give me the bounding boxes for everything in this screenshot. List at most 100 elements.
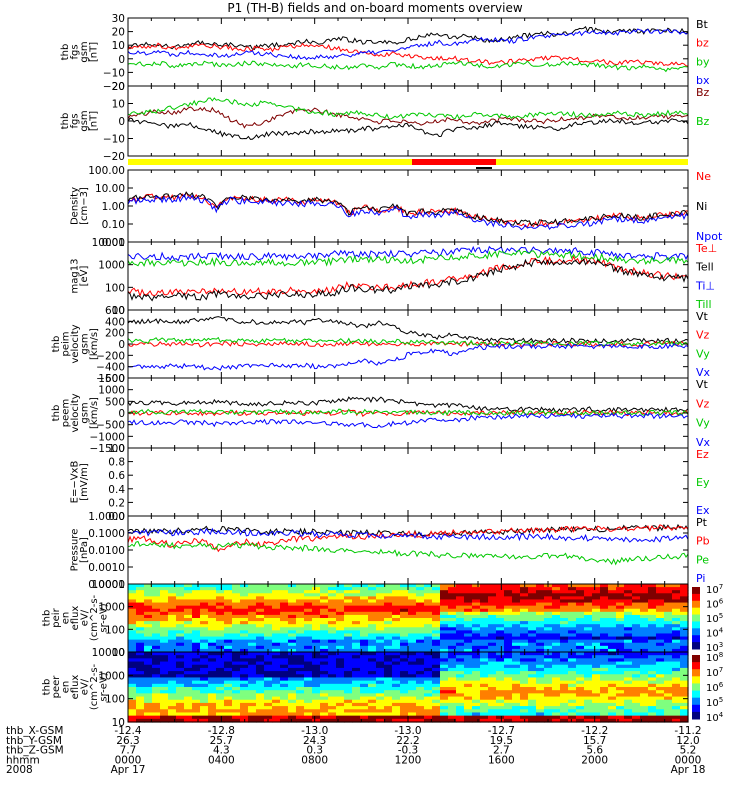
spectrogram-cell bbox=[280, 674, 289, 679]
spectrogram-cell bbox=[368, 593, 377, 597]
spectrogram-cell bbox=[592, 687, 601, 691]
spectrogram-cell bbox=[408, 596, 417, 601]
x-axis-value: 0800 bbox=[301, 754, 328, 766]
spectrogram-cell bbox=[208, 618, 217, 622]
spectrogram-cell bbox=[152, 667, 161, 672]
spectrogram-cell bbox=[368, 712, 377, 717]
spectrogram-cell bbox=[448, 706, 457, 710]
spectrogram-cell bbox=[144, 693, 153, 698]
spectrogram-cell bbox=[656, 690, 665, 694]
spectrogram-cell bbox=[176, 690, 185, 694]
spectrogram-cell bbox=[248, 687, 257, 691]
spectrogram-cell bbox=[328, 718, 337, 723]
spectrogram-cell bbox=[672, 584, 681, 588]
spectrogram-cell bbox=[296, 683, 305, 688]
spectrogram-cell bbox=[312, 590, 321, 594]
spectrogram-cell bbox=[616, 661, 625, 666]
spectrogram-cell bbox=[152, 702, 161, 707]
spectrogram-cell bbox=[640, 706, 649, 710]
spectrogram-cell bbox=[192, 680, 201, 685]
spectrogram-cell bbox=[672, 599, 681, 604]
spectrogram-cell bbox=[408, 693, 417, 698]
spectrogram-cell bbox=[624, 667, 633, 672]
spectrogram-cell bbox=[416, 671, 425, 675]
spectrogram-cell bbox=[192, 712, 201, 717]
x-axis-value: -11.2 bbox=[674, 725, 701, 737]
spectrogram-cell bbox=[456, 718, 465, 723]
spectrogram-cell bbox=[528, 624, 537, 628]
spectrogram-cell bbox=[328, 674, 337, 679]
spectrogram-cell bbox=[224, 636, 233, 641]
colorbar-tick-label: 105 bbox=[706, 612, 723, 625]
y-tick-label: 0 bbox=[118, 408, 125, 420]
spectrogram-cell bbox=[520, 674, 529, 679]
spectrogram-cell bbox=[672, 608, 681, 613]
spectrogram-cell bbox=[352, 602, 361, 607]
spectrogram-cell bbox=[496, 599, 505, 604]
spectrogram-cell bbox=[440, 590, 449, 594]
spectrogram-cell bbox=[608, 715, 617, 720]
spectrogram-cell bbox=[472, 677, 481, 682]
spectrogram-cell bbox=[408, 690, 417, 694]
spectrogram-cell bbox=[136, 702, 145, 707]
spectrogram-cell bbox=[376, 709, 385, 714]
spectrogram-cell bbox=[544, 671, 553, 675]
spectrogram-cell bbox=[136, 683, 145, 688]
spectrogram-cell bbox=[304, 621, 313, 625]
spectrogram-cell bbox=[224, 621, 233, 625]
spectrogram-cell bbox=[536, 693, 545, 698]
spectrogram-cell bbox=[464, 664, 473, 669]
spectrogram-cell bbox=[296, 590, 305, 594]
spectrogram-cell bbox=[168, 696, 177, 701]
spectrogram-cell bbox=[216, 661, 225, 666]
spectrogram-cell bbox=[352, 596, 361, 601]
spectrogram-cell bbox=[656, 621, 665, 625]
spectrogram-cell bbox=[424, 655, 433, 659]
spectrogram-cell bbox=[240, 664, 249, 669]
spectrogram-cell bbox=[384, 642, 393, 647]
spectrogram-cell bbox=[424, 699, 433, 704]
spectrogram-cell bbox=[176, 605, 185, 610]
spectrogram-cell bbox=[328, 683, 337, 688]
spectrogram-cell bbox=[384, 611, 393, 616]
spectrogram-cell bbox=[168, 636, 177, 641]
spectrogram-cell bbox=[408, 709, 417, 714]
spectrogram-cell bbox=[656, 677, 665, 682]
spectrogram-cell bbox=[312, 715, 321, 720]
spectrogram-cell bbox=[352, 709, 361, 714]
spectrogram-cell bbox=[184, 593, 193, 597]
spectrogram-cell bbox=[672, 693, 681, 698]
spectrogram-cell bbox=[496, 627, 505, 631]
spectrogram-cell bbox=[320, 667, 329, 672]
spectrogram-cell bbox=[216, 674, 225, 679]
spectrogram-cell bbox=[304, 630, 313, 635]
spectrogram-cell bbox=[632, 611, 641, 616]
spectrogram-cell bbox=[520, 709, 529, 714]
spectrogram-cell bbox=[656, 593, 665, 597]
spectrogram-cell bbox=[480, 630, 489, 635]
spectrogram-cell bbox=[568, 618, 577, 622]
spectrogram-cell bbox=[624, 712, 633, 717]
spectrogram-cell bbox=[464, 702, 473, 707]
spectrogram-cell bbox=[568, 645, 577, 650]
spectrogram-cell bbox=[456, 699, 465, 704]
spectrogram-cell bbox=[408, 718, 417, 723]
spectrogram-cell bbox=[136, 658, 145, 663]
spectrogram-cell bbox=[512, 633, 521, 638]
spectrogram-cell bbox=[216, 687, 225, 691]
spectrogram-cell bbox=[488, 667, 497, 672]
spectrogram-cell bbox=[456, 599, 465, 604]
spectrogram-cell bbox=[568, 605, 577, 610]
spectrogram-cell bbox=[144, 599, 153, 604]
spectrogram-cell bbox=[600, 715, 609, 720]
spectrogram-cell bbox=[608, 648, 617, 653]
spectrogram-cell bbox=[360, 614, 369, 619]
spectrogram-cell bbox=[464, 674, 473, 679]
spectrogram-cell bbox=[208, 587, 217, 591]
spectrogram-cell bbox=[600, 661, 609, 666]
spectrogram-cell bbox=[296, 624, 305, 628]
spectrogram-cell bbox=[224, 590, 233, 594]
spectrogram-cell bbox=[272, 621, 281, 625]
spectrogram-cell bbox=[288, 630, 297, 635]
spectrogram-cell bbox=[400, 712, 409, 717]
